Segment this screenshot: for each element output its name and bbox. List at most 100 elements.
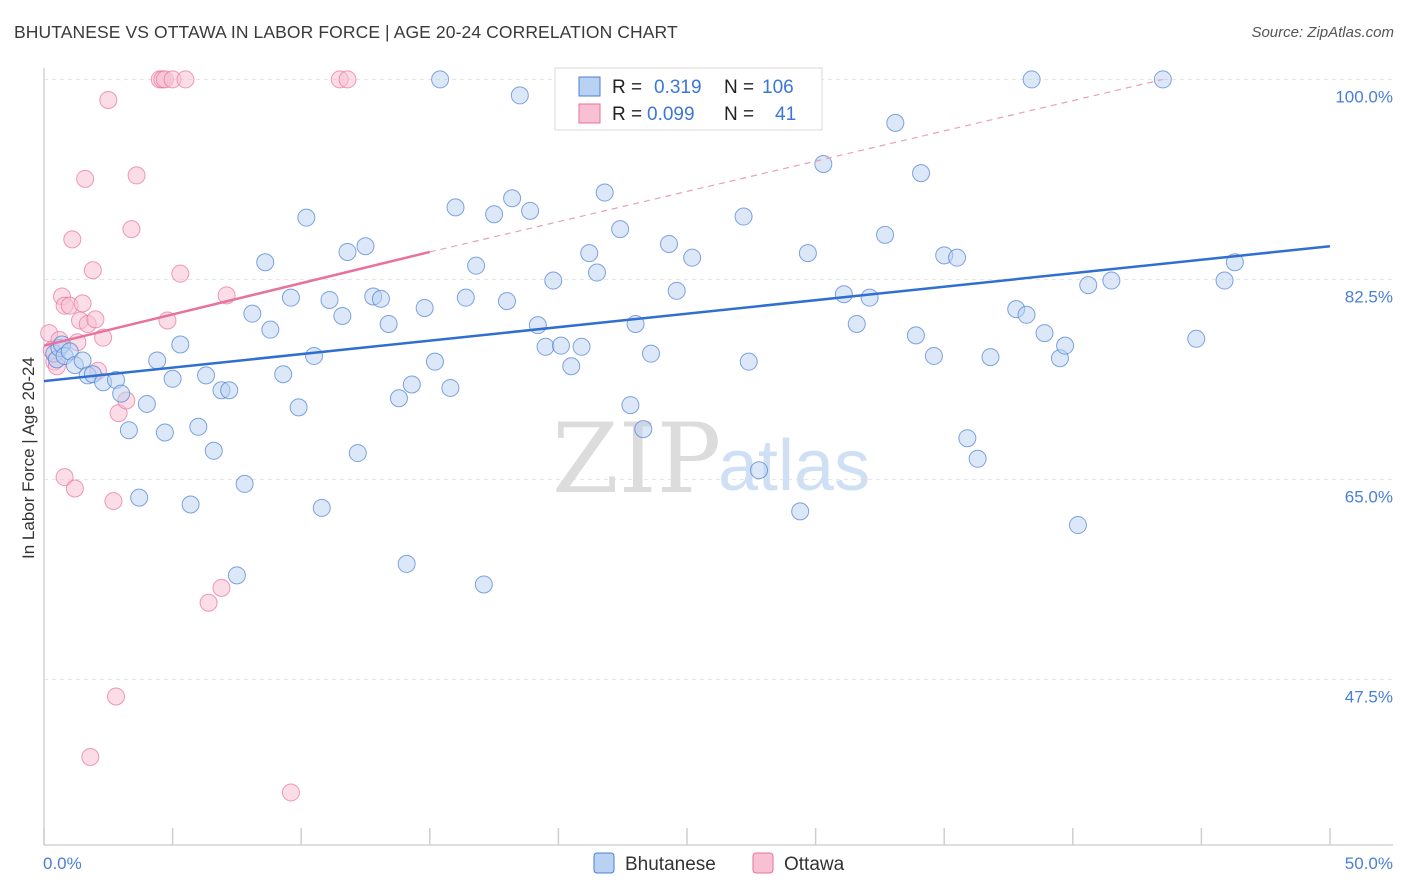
chart-title: BHUTANESE VS OTTAWA IN LABOR FORCE | AGE…: [14, 22, 678, 42]
bhutanese-point: [791, 502, 810, 521]
bhutanese-point: [580, 244, 599, 263]
bhutanese-point: [1215, 271, 1234, 290]
bhutanese-point: [1102, 271, 1121, 290]
bhutanese-point: [587, 263, 606, 282]
bhutanese-point: [474, 575, 493, 594]
bhutanese-point: [1056, 336, 1075, 355]
bhutanese-point: [860, 288, 879, 307]
bhutanese-point: [634, 420, 653, 439]
bhutanese-point: [659, 234, 678, 253]
bhutanese-point: [379, 314, 398, 333]
legend-r-label-1: R =: [612, 77, 642, 98]
bhutanese-point: [536, 337, 555, 356]
bhutanese-point: [227, 566, 246, 585]
ottawa-trend-extension: [429, 78, 1163, 253]
bhutanese-point: [1035, 324, 1054, 343]
bhutanese-point: [163, 369, 182, 388]
bhutanese-point: [621, 396, 640, 415]
legend-swatch-ottawa: [578, 103, 601, 124]
bhutanese-point: [348, 444, 367, 463]
bhutanese-point: [595, 183, 614, 202]
bhutanese-point: [834, 285, 853, 304]
bhutanese-point: [739, 352, 758, 371]
bhutanese-point: [641, 344, 660, 363]
ottawa-point: [63, 230, 82, 249]
bhutanese-point: [402, 375, 421, 394]
legend-n-label-1: N =: [724, 77, 754, 98]
bhutanese-point: [204, 441, 223, 460]
bhutanese-point: [847, 314, 866, 333]
bhutanese-point: [456, 288, 475, 307]
bhutanese-point: [281, 288, 300, 307]
ottawa-point: [199, 593, 218, 612]
bhutanese-point: [467, 256, 486, 275]
ottawa-series: [40, 70, 357, 802]
legend-r-label-2: R =: [612, 104, 642, 125]
ottawa-point: [107, 687, 126, 706]
y-tick-label: 47.5%: [1345, 687, 1393, 706]
bhutanese-series: [45, 70, 1244, 594]
bhutanese-point: [876, 225, 895, 244]
bhutanese-point: [431, 70, 450, 89]
bhutanese-point: [397, 554, 416, 573]
bhutanese-point: [886, 113, 905, 132]
bhutanese-point: [948, 248, 967, 267]
bhutanese-point: [289, 398, 308, 417]
bhutanese-point: [1017, 305, 1036, 324]
bhutanese-point: [235, 474, 254, 493]
x-tick-label-max: 50.0%: [1345, 854, 1393, 873]
x-tick-label-min: 0.0%: [43, 854, 82, 873]
bhutanese-point: [503, 189, 522, 208]
bhutanese-point: [446, 198, 465, 217]
ottawa-point: [176, 70, 195, 89]
bhutanese-point: [261, 320, 280, 339]
ottawa-point: [99, 90, 118, 109]
stats-legend: R = 0.319 N = 106 R = 0.099 N = 41: [554, 67, 823, 131]
bhutanese-point: [148, 351, 167, 370]
bhutanese-point: [1187, 329, 1206, 348]
bhutanese-point: [485, 205, 504, 224]
watermark-atlas: atlas: [718, 426, 870, 506]
bhutanese-point: [981, 348, 1000, 367]
source-label: Source: ZipAtlas.com: [1251, 24, 1394, 41]
bhutanese-point: [320, 290, 339, 309]
bhutanese-point: [798, 244, 817, 263]
bhutanese-point: [906, 326, 925, 345]
bhutanese-point: [750, 461, 769, 480]
bhutanese-point: [305, 346, 324, 365]
bhutanese-point: [510, 86, 529, 105]
legend-n-label-2: N =: [724, 104, 754, 125]
ottawa-point: [83, 261, 102, 280]
y-tick-labels: 47.5% 65.0% 82.5% 100.0%: [1335, 87, 1393, 706]
legend-r-value-2: 0.099: [647, 104, 695, 125]
trend-lines: [43, 78, 1331, 383]
bhutanese-point: [958, 429, 977, 448]
bhutanese-point: [551, 336, 570, 355]
bhutanese-point: [1022, 70, 1041, 89]
axes: [43, 68, 1393, 846]
ottawa-point: [104, 492, 123, 511]
bhutanese-point: [497, 292, 516, 311]
bhutanese-point: [968, 449, 987, 468]
ottawa-trend-line: [43, 250, 431, 347]
bottom-legend-label-bhutanese: Bhutanese: [625, 854, 716, 875]
bottom-legend-swatch-bhutanese: [593, 852, 615, 874]
bhutanese-point: [544, 271, 563, 290]
bhutanese-point: [521, 201, 540, 220]
bhutanese-point: [119, 421, 138, 440]
ottawa-point: [55, 468, 74, 487]
bhutanese-point: [197, 366, 216, 385]
bhutanese-point: [137, 394, 156, 413]
bhutanese-point: [1225, 253, 1244, 272]
ottawa-point: [171, 264, 190, 283]
legend-n-value-1: 106: [762, 77, 794, 98]
ottawa-point: [212, 578, 231, 597]
bhutanese-point: [912, 164, 931, 183]
bhutanese-point: [389, 389, 408, 408]
watermark-zip: ZIP: [552, 403, 721, 515]
ottawa-point: [81, 748, 100, 767]
series-legend: Bhutanese Ottawa: [593, 852, 845, 875]
y-tick-label: 82.5%: [1345, 287, 1393, 306]
ottawa-point: [338, 70, 357, 89]
